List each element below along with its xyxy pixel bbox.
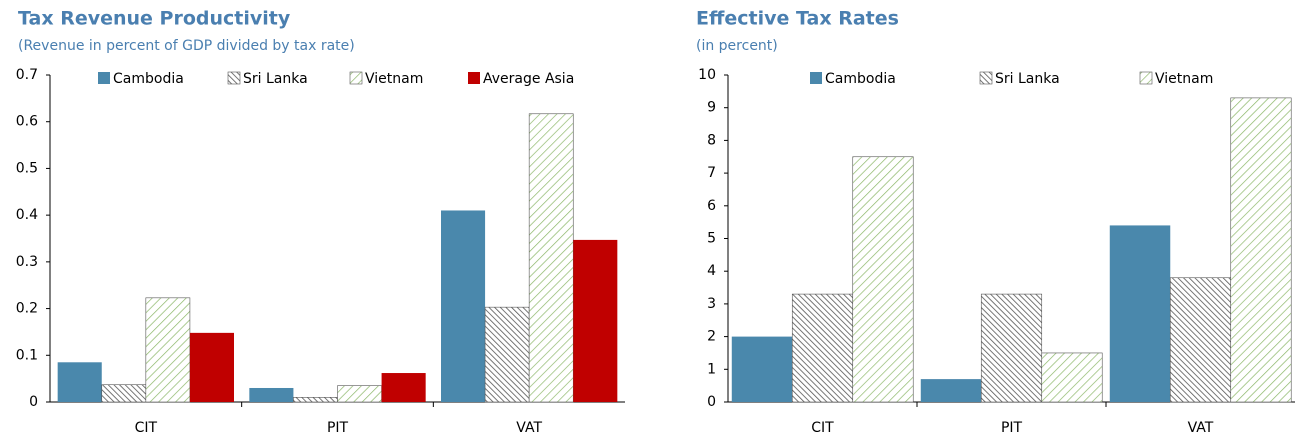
- y-tick-label: 4: [707, 263, 716, 279]
- legend-swatch: [1139, 71, 1153, 85]
- bar: [731, 336, 793, 402]
- bar: [145, 297, 191, 403]
- bar: [57, 362, 102, 402]
- y-tick-label: 0.6: [16, 114, 38, 130]
- legend-swatch: [227, 71, 241, 85]
- chart-subtitle: (in percent): [696, 38, 778, 54]
- y-tick-label: 0.3: [16, 254, 38, 270]
- bar: [484, 306, 530, 403]
- legend-swatch: [98, 72, 110, 84]
- y-tick-label: 0.2: [16, 301, 38, 317]
- legend-label: Vietnam: [1155, 71, 1213, 87]
- bar: [337, 385, 382, 403]
- y-tick-label: 8: [707, 132, 716, 148]
- chart-title: Effective Tax Rates: [696, 8, 899, 30]
- y-tick-label: 0.5: [16, 160, 38, 176]
- legend-label: Vietnam: [365, 71, 423, 87]
- x-tick-label: CIT: [811, 420, 834, 436]
- y-tick-label: 3: [707, 296, 716, 312]
- y-tick-label: 10: [698, 67, 716, 83]
- legend-label: Average Asia: [483, 71, 574, 87]
- legend-swatch: [979, 71, 993, 85]
- chart: Effective Tax Rates (in percent) 0 1 2 3 4 5 6 7 8…: [696, 8, 1295, 436]
- bar: [1041, 352, 1103, 403]
- y-tick-label: 6: [707, 198, 716, 214]
- x-tick-label: PIT: [1001, 420, 1023, 436]
- bar: [101, 384, 147, 403]
- bar: [249, 387, 294, 402]
- bar: [528, 113, 574, 403]
- y-tick-label: 0.1: [16, 347, 38, 363]
- bar: [381, 373, 426, 402]
- bar: [1169, 277, 1232, 403]
- bar: [980, 293, 1043, 403]
- legend-swatch: [349, 71, 363, 85]
- bar: [920, 379, 982, 402]
- x-tick-label: VAT: [516, 420, 542, 436]
- legend-label: Sri Lanka: [995, 71, 1060, 87]
- y-tick-label: 5: [707, 231, 716, 247]
- chart-title: Tax Revenue Productivity: [18, 8, 291, 30]
- y-tick-label: 0.7: [16, 67, 38, 83]
- chart: Tax Revenue Productivity (Revenue in perc…: [16, 8, 625, 436]
- y-tick-label: 0.4: [16, 207, 38, 223]
- bar: [791, 293, 854, 403]
- y-tick-label: 7: [707, 165, 716, 181]
- y-tick-label: 9: [707, 100, 716, 116]
- bar: [441, 210, 486, 402]
- x-tick-label: CIT: [135, 420, 158, 436]
- bar: [573, 239, 618, 402]
- bar: [1230, 97, 1292, 403]
- legend-label: Cambodia: [825, 71, 896, 87]
- chart-subtitle: (Revenue in percent of GDP divided by ta…: [18, 38, 355, 54]
- y-tick-label: 1: [707, 361, 716, 377]
- legend-swatch: [810, 72, 822, 84]
- bar: [293, 397, 338, 403]
- bar: [852, 156, 914, 403]
- y-tick-label: 0: [29, 394, 38, 410]
- legend-swatch: [468, 72, 480, 84]
- legend-label: Cambodia: [113, 71, 184, 87]
- y-tick-label: 2: [707, 329, 716, 345]
- y-tick-label: 0: [707, 394, 716, 410]
- x-tick-label: VAT: [1188, 420, 1214, 436]
- legend-label: Sri Lanka: [243, 71, 308, 87]
- bar: [1109, 225, 1171, 402]
- bar: [189, 332, 234, 402]
- x-tick-label: PIT: [327, 420, 349, 436]
